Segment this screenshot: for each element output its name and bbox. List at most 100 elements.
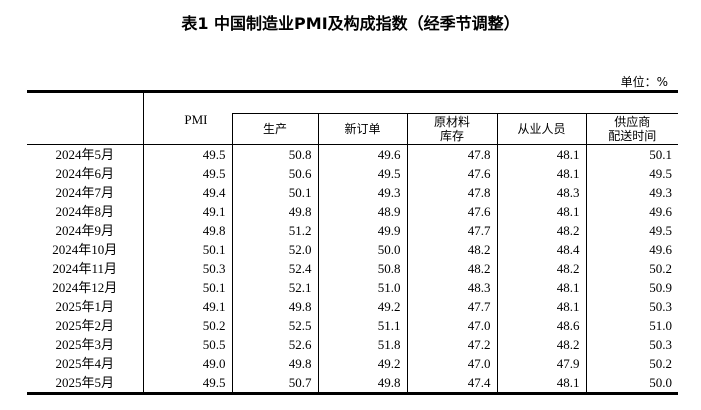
value-cell: 50.1 — [142, 240, 232, 259]
value-cell: 50.1 — [231, 183, 318, 202]
value-cell: 49.5 — [142, 164, 232, 183]
value-cell: 49.8 — [231, 202, 318, 221]
value-cell: 49.3 — [585, 183, 678, 202]
value-cell: 49.5 — [142, 373, 232, 394]
table-title: 表1 中国制造业PMI及构成指数（经季节调整） — [181, 14, 520, 33]
value-cell: 47.4 — [406, 373, 497, 394]
value-cell: 49.6 — [585, 202, 678, 221]
value-cell: 52.0 — [231, 240, 318, 259]
value-cell: 47.6 — [406, 202, 497, 221]
month-cell: 2025年5月 — [55, 375, 114, 390]
table-row: 2024年8月 49.1 49.8 48.9 47.6 48.1 49.6 — [27, 202, 678, 221]
value-cell: 47.7 — [406, 297, 497, 316]
value-cell: 48.4 — [496, 240, 586, 259]
value-cell: 49.5 — [585, 221, 678, 240]
value-cell: 49.2 — [317, 297, 407, 316]
month-cell: 2025年3月 — [55, 337, 114, 352]
table-row: 2025年2月 50.2 52.5 51.1 47.0 48.6 51.0 — [27, 316, 678, 335]
value-cell: 48.1 — [496, 164, 586, 183]
value-cell: 49.2 — [317, 354, 407, 373]
value-cell: 51.1 — [317, 316, 407, 335]
value-cell: 50.3 — [585, 335, 678, 354]
value-cell: 49.1 — [142, 202, 232, 221]
value-cell: 47.0 — [406, 354, 497, 373]
value-cell: 50.2 — [142, 316, 232, 335]
value-cell: 48.1 — [496, 202, 586, 221]
month-cell: 2024年9月 — [55, 223, 114, 238]
value-cell: 51.8 — [317, 335, 407, 354]
value-cell: 49.3 — [317, 183, 407, 202]
value-cell: 47.2 — [406, 335, 497, 354]
value-cell: 49.5 — [585, 164, 678, 183]
table-row: 2024年11月 50.3 52.4 50.8 48.2 48.2 50.2 — [27, 259, 678, 278]
value-cell: 52.5 — [231, 316, 318, 335]
value-cell: 48.2 — [496, 221, 586, 240]
value-cell: 48.3 — [496, 183, 586, 202]
value-cell: 47.0 — [406, 316, 497, 335]
value-cell: 49.1 — [142, 297, 232, 316]
value-cell: 47.6 — [406, 164, 497, 183]
value-cell: 49.5 — [317, 164, 407, 183]
header-new-orders: 新订单 — [317, 113, 407, 145]
value-cell: 52.1 — [231, 278, 318, 297]
header-employment: 从业人员 — [496, 113, 586, 145]
table-row: 2024年9月 49.8 51.2 49.9 47.7 48.2 49.5 — [27, 221, 678, 240]
month-cell: 2024年6月 — [55, 166, 114, 181]
value-cell: 49.8 — [231, 297, 318, 316]
value-cell: 49.6 — [585, 240, 678, 259]
month-cell: 2024年7月 — [55, 185, 114, 200]
value-cell: 50.1 — [142, 278, 232, 297]
value-cell: 50.0 — [585, 373, 678, 394]
value-cell: 48.9 — [317, 202, 407, 221]
month-cell: 2024年8月 — [55, 204, 114, 219]
unit-label: 单位：% — [620, 75, 668, 89]
table-row: 2025年4月 49.0 49.8 49.2 47.0 47.9 50.2 — [27, 354, 678, 373]
value-cell: 50.2 — [585, 354, 678, 373]
value-cell: 48.2 — [406, 259, 497, 278]
header-raw-materials-inventory: 原材料 库存 — [406, 113, 497, 145]
value-cell: 48.1 — [496, 373, 586, 394]
value-cell: 50.8 — [231, 144, 318, 164]
value-cell: 50.2 — [585, 259, 678, 278]
header-production: 生产 — [231, 113, 318, 145]
value-cell: 52.4 — [231, 259, 318, 278]
value-cell: 48.2 — [496, 335, 586, 354]
value-cell: 47.7 — [406, 221, 497, 240]
value-cell: 48.2 — [406, 240, 497, 259]
value-cell: 50.5 — [142, 335, 232, 354]
value-cell: 49.8 — [231, 354, 318, 373]
pmi-table: PMI 生产 新订单 原材料 库存 从业人员 供应商 配送时间 2024年5月 4… — [27, 90, 678, 395]
value-cell: 49.8 — [317, 373, 407, 394]
value-cell: 49.8 — [142, 221, 232, 240]
value-cell: 48.1 — [496, 144, 586, 164]
value-cell: 48.2 — [496, 259, 586, 278]
header-pmi: PMI — [142, 91, 232, 145]
month-cell: 2025年4月 — [55, 356, 114, 371]
value-cell: 48.6 — [496, 316, 586, 335]
table-row: 2024年6月 49.5 50.6 49.5 47.6 48.1 49.5 — [27, 164, 678, 183]
value-cell: 50.1 — [585, 144, 678, 164]
value-cell: 50.3 — [142, 259, 232, 278]
value-cell: 52.6 — [231, 335, 318, 354]
value-cell: 49.0 — [142, 354, 232, 373]
value-cell: 51.0 — [317, 278, 407, 297]
value-cell: 48.3 — [406, 278, 497, 297]
value-cell: 50.9 — [585, 278, 678, 297]
value-cell: 51.0 — [585, 316, 678, 335]
table-row: 2024年5月 49.5 50.8 49.6 47.8 48.1 50.1 — [27, 144, 678, 164]
value-cell: 50.0 — [317, 240, 407, 259]
value-cell: 50.3 — [585, 297, 678, 316]
value-cell: 49.6 — [317, 144, 407, 164]
value-cell: 48.1 — [496, 278, 586, 297]
value-cell: 50.8 — [317, 259, 407, 278]
month-cell: 2024年12月 — [52, 280, 118, 295]
value-cell: 49.5 — [142, 144, 232, 164]
month-cell: 2025年2月 — [55, 318, 114, 333]
month-cell: 2024年5月 — [55, 147, 114, 162]
header-spacer — [232, 91, 678, 114]
month-cell: 2024年10月 — [52, 242, 118, 257]
header-blank — [27, 91, 143, 145]
table-row: 2025年5月 49.5 50.7 49.8 47.4 48.1 50.0 — [27, 373, 678, 394]
value-cell: 47.8 — [406, 144, 497, 164]
value-cell: 48.1 — [496, 297, 586, 316]
